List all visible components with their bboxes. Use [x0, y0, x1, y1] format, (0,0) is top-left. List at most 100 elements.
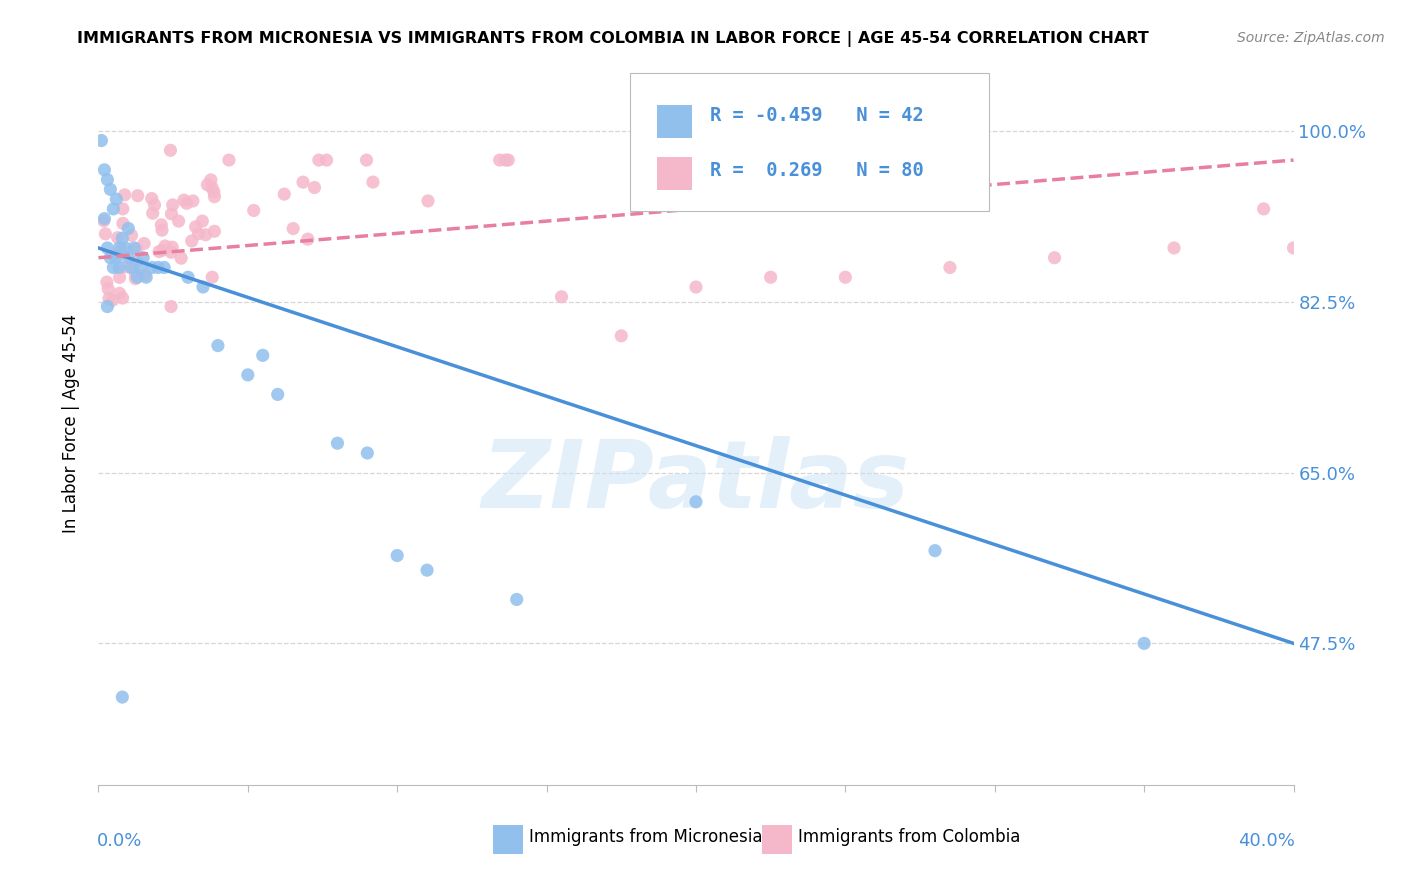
Point: [218, 153, 240, 167]
Text: Immigrants from Micronesia: Immigrants from Micronesia: [529, 828, 762, 846]
Point: [108, 270, 131, 285]
Point: [416, 563, 439, 577]
Point: [242, 203, 264, 218]
Point: [117, 221, 139, 235]
Text: Immigrants from Colombia: Immigrants from Colombia: [797, 828, 1019, 846]
Point: [924, 543, 946, 558]
Point: [121, 228, 143, 243]
Point: [105, 251, 128, 265]
Point: [96, 300, 118, 314]
Point: [236, 368, 259, 382]
Point: [200, 173, 222, 187]
Point: [356, 446, 378, 460]
Point: [506, 592, 529, 607]
Point: [1133, 636, 1156, 650]
Point: [105, 192, 128, 206]
Point: [124, 241, 146, 255]
Point: [416, 194, 439, 208]
Point: [939, 260, 962, 275]
Point: [283, 221, 305, 235]
Point: [101, 293, 124, 308]
Point: [170, 251, 193, 265]
Point: [141, 260, 163, 275]
Point: [110, 242, 132, 256]
Point: [297, 232, 319, 246]
Point: [160, 300, 183, 314]
Point: [96, 275, 118, 289]
Text: ZIPatlas: ZIPatlas: [482, 435, 910, 527]
Point: [150, 218, 173, 232]
Point: [94, 227, 117, 241]
Point: [153, 239, 176, 253]
Point: [93, 214, 115, 228]
Point: [267, 387, 290, 401]
Point: [132, 236, 155, 251]
Point: [96, 241, 118, 255]
Point: [180, 234, 202, 248]
Point: [148, 244, 170, 259]
Point: [162, 198, 184, 212]
Point: [202, 185, 225, 199]
FancyBboxPatch shape: [630, 73, 988, 211]
Point: [834, 270, 856, 285]
Point: [1043, 251, 1066, 265]
Point: [114, 241, 136, 255]
Point: [160, 240, 183, 254]
Point: [98, 292, 121, 306]
Point: [191, 214, 214, 228]
Point: [120, 260, 142, 275]
Point: [550, 290, 572, 304]
Point: [304, 180, 326, 194]
Point: [356, 153, 378, 167]
Point: [273, 187, 295, 202]
Point: [152, 243, 174, 257]
Point: [167, 214, 190, 228]
Point: [385, 549, 409, 563]
Point: [1282, 241, 1305, 255]
Point: [201, 270, 224, 285]
Point: [124, 271, 146, 285]
Bar: [657, 104, 692, 138]
Point: [107, 230, 129, 244]
Point: [176, 196, 198, 211]
Point: [495, 153, 517, 167]
Point: [93, 162, 115, 177]
Point: [159, 144, 181, 158]
Text: IMMIGRANTS FROM MICRONESIA VS IMMIGRANTS FROM COLOMBIA IN LABOR FORCE | AGE 45-5: IMMIGRANTS FROM MICRONESIA VS IMMIGRANTS…: [77, 31, 1149, 47]
Point: [187, 227, 209, 241]
Point: [160, 245, 183, 260]
Point: [184, 219, 207, 234]
Bar: [494, 825, 523, 854]
Point: [135, 270, 157, 285]
Point: [97, 282, 120, 296]
Point: [111, 216, 134, 230]
Point: [498, 153, 520, 167]
Point: [292, 175, 315, 189]
Point: [111, 231, 134, 245]
Point: [93, 211, 115, 226]
Point: [127, 270, 149, 285]
Point: [195, 178, 218, 192]
Point: [111, 202, 134, 216]
Point: [326, 436, 349, 450]
Point: [142, 206, 165, 220]
Point: [90, 134, 112, 148]
Text: 40.0%: 40.0%: [1237, 832, 1295, 850]
Point: [252, 348, 274, 362]
Point: [115, 260, 138, 274]
Point: [202, 224, 225, 238]
Point: [103, 260, 125, 275]
Point: [315, 153, 337, 167]
Point: [160, 207, 183, 221]
Point: [104, 249, 127, 263]
Point: [143, 198, 166, 212]
Point: [194, 227, 217, 242]
Point: [141, 192, 163, 206]
Point: [173, 193, 195, 207]
Y-axis label: In Labor Force | Age 45-54: In Labor Force | Age 45-54: [62, 314, 80, 533]
Point: [114, 187, 136, 202]
Point: [685, 280, 707, 294]
Point: [191, 280, 214, 294]
Point: [759, 270, 782, 285]
Point: [132, 251, 155, 265]
